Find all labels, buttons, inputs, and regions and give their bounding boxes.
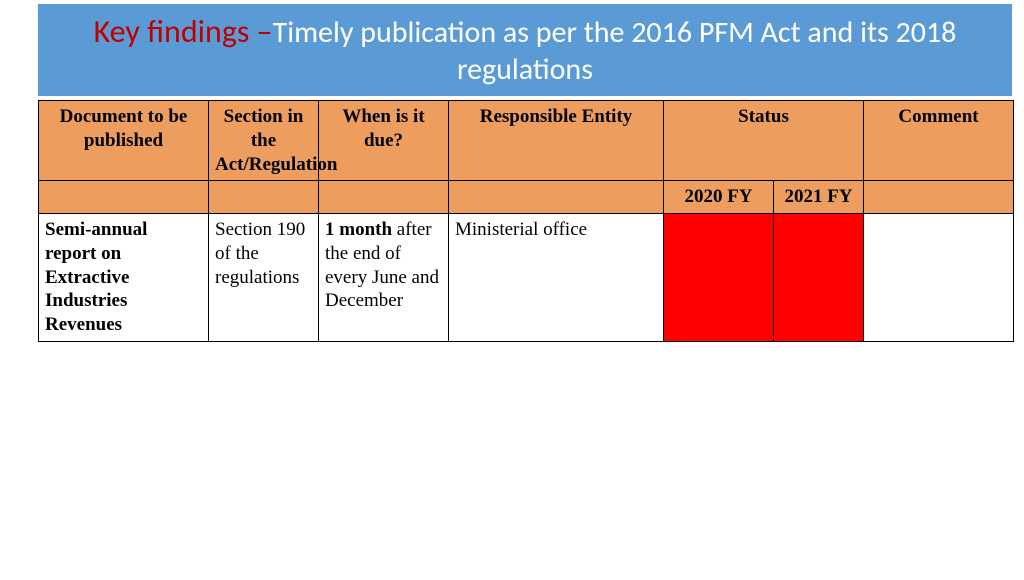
subhdr-empty <box>449 181 664 214</box>
title-bar: Key findings –Timely publication as per … <box>38 4 1012 96</box>
status-2021-header: 2021 FY <box>774 181 864 214</box>
table-subheader-row: 2020 FY 2021 FY <box>39 181 1014 214</box>
subhdr-empty <box>39 181 209 214</box>
col-comment: Comment <box>864 101 1014 181</box>
subhdr-empty <box>319 181 449 214</box>
title-subtitle: Timely publication as per the 2016 PFM A… <box>273 14 957 88</box>
table-row: Semi-annual report on Extractive Industr… <box>39 214 1014 342</box>
col-section: Section in the Act/Regulation <box>209 101 319 181</box>
col-entity: Responsible Entity <box>449 101 664 181</box>
title-key-findings: Key findings – <box>94 12 273 51</box>
status-2020-header: 2020 FY <box>664 181 774 214</box>
cell-section: Section 190 of the regulations <box>209 214 319 342</box>
due-bold-part: 1 month <box>325 219 392 240</box>
cell-status-2020 <box>664 214 774 342</box>
cell-due: 1 month after the end of every June and … <box>319 214 449 342</box>
col-due: When is it due? <box>319 101 449 181</box>
cell-document: Semi-annual report on Extractive Industr… <box>39 214 209 342</box>
findings-table: Document to be published Section in the … <box>38 100 1014 342</box>
col-status: Status <box>664 101 864 181</box>
subhdr-empty <box>209 181 319 214</box>
cell-status-2021 <box>774 214 864 342</box>
table-header-row: Document to be published Section in the … <box>39 101 1014 181</box>
cell-comment <box>864 214 1014 342</box>
col-document: Document to be published <box>39 101 209 181</box>
cell-entity: Ministerial office <box>449 214 664 342</box>
subhdr-empty <box>864 181 1014 214</box>
